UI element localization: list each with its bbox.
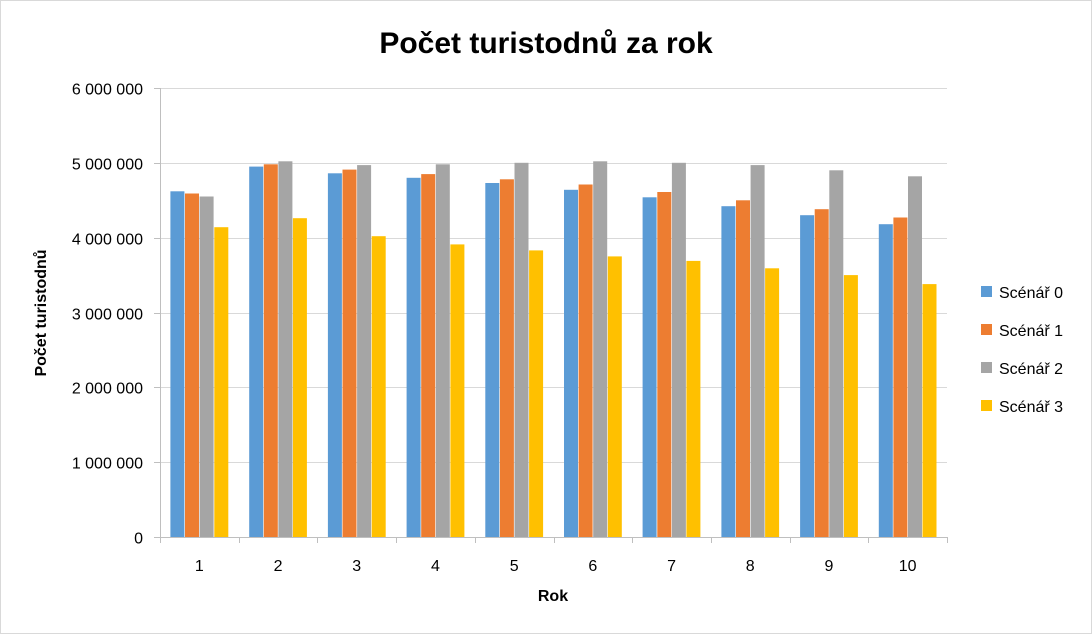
y-tick-label: 4 000 000 xyxy=(72,232,143,249)
x-tick-label: 6 xyxy=(588,558,597,575)
bar-3-2 xyxy=(292,218,307,537)
bar-3-3 xyxy=(371,236,386,537)
bar-2-9 xyxy=(829,170,844,538)
bar-1-10 xyxy=(893,217,908,537)
bar-0-3 xyxy=(327,173,342,538)
chart-title: Počet turistodnů za rok xyxy=(379,27,713,60)
bar-3-6 xyxy=(607,256,622,537)
legend-swatch xyxy=(981,400,992,411)
gridlines xyxy=(160,88,947,463)
x-tick-label: 1 xyxy=(195,558,204,575)
bar-0-10 xyxy=(878,224,893,537)
y-tick-label: 1 000 000 xyxy=(72,456,143,473)
bar-0-6 xyxy=(564,189,578,538)
x-tick-label: 4 xyxy=(431,558,440,575)
legend-label: Scénář 0 xyxy=(999,285,1063,302)
bar-3-1 xyxy=(214,227,229,537)
bar-1-7 xyxy=(657,192,672,537)
x-tick-label: 2 xyxy=(274,558,283,575)
bar-2-5 xyxy=(514,162,529,538)
bar-3-9 xyxy=(843,275,858,537)
bar-1-9 xyxy=(814,209,829,537)
legend-label: Scénář 1 xyxy=(999,323,1063,340)
bar-0-1 xyxy=(170,191,185,538)
legend: Scénář 0 Scénář 1 Scénář 2 Scénář 3 xyxy=(981,285,1063,416)
x-axis-title: Rok xyxy=(538,588,568,605)
bar-0-5 xyxy=(485,183,500,537)
bar-0-7 xyxy=(642,197,657,538)
bar-0-8 xyxy=(721,206,736,537)
bar-2-7 xyxy=(671,162,686,538)
y-tick-label: 3 000 000 xyxy=(72,307,143,324)
bar-2-6 xyxy=(593,161,608,538)
y-axis-ticks: 0 1 000 000 2 000 000 3 000 000 4 000 000 5 0… xyxy=(72,82,160,548)
y-tick-label: 6 000 000 xyxy=(72,82,143,99)
bars xyxy=(170,161,937,538)
x-tick-label: 7 xyxy=(667,558,676,575)
bar-3-10 xyxy=(922,284,937,537)
bar-1-8 xyxy=(736,200,750,538)
y-tick-label: 2 000 000 xyxy=(72,381,143,398)
bar-3-8 xyxy=(765,268,780,537)
bar-0-4 xyxy=(406,177,421,538)
bar-2-8 xyxy=(750,165,765,537)
bar-0-9 xyxy=(800,215,815,537)
legend-swatch xyxy=(981,362,992,373)
legend-label: Scénář 2 xyxy=(999,361,1063,378)
bar-3-4 xyxy=(450,244,465,537)
bar-3-5 xyxy=(529,250,544,537)
x-tick-label: 8 xyxy=(746,558,755,575)
bar-1-3 xyxy=(342,169,357,537)
bar-1-4 xyxy=(421,174,436,537)
bar-2-4 xyxy=(435,164,450,538)
y-tick-label: 5 000 000 xyxy=(72,157,143,174)
bar-1-2 xyxy=(263,164,278,538)
bar-0-2 xyxy=(249,166,264,537)
x-axis-ticks: 1 2 3 4 5 6 7 8 9 10 xyxy=(160,537,948,575)
x-tick-label: 9 xyxy=(824,558,833,575)
legend-swatch xyxy=(981,324,992,335)
bar-1-5 xyxy=(499,179,514,538)
legend-label: Scénář 3 xyxy=(999,399,1063,416)
x-tick-label: 3 xyxy=(352,558,361,575)
bar-1-1 xyxy=(185,193,199,537)
bar-3-7 xyxy=(686,260,701,537)
bar-2-3 xyxy=(357,165,372,537)
bar-2-10 xyxy=(908,176,922,538)
bar-2-2 xyxy=(278,161,293,538)
y-axis-title: Počet turistodnů xyxy=(33,249,50,376)
legend-swatch xyxy=(981,286,992,297)
y-tick-label: 0 xyxy=(134,531,143,548)
x-tick-label: 5 xyxy=(510,558,519,575)
x-tick-label: 10 xyxy=(899,558,917,575)
axes xyxy=(160,88,947,538)
bar-2-1 xyxy=(199,196,214,537)
bar-1-6 xyxy=(578,184,593,537)
